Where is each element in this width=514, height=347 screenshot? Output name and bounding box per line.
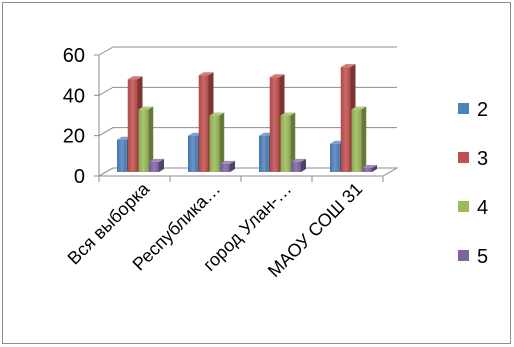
legend-swatch: [458, 201, 469, 212]
bar-5-2: [220, 160, 235, 172]
gridline: [98, 86, 397, 96]
y-tick-label: 0: [74, 166, 85, 188]
legend-label: 5: [477, 246, 488, 268]
legend-swatch: [458, 103, 469, 114]
gridline: [98, 127, 397, 137]
legend-label: 3: [477, 148, 488, 170]
legend-swatch: [458, 152, 469, 163]
legend-item-3: 3: [458, 148, 488, 170]
legend-label: 4: [477, 197, 488, 219]
legend-swatch: [458, 250, 469, 261]
y-tick-label: 40: [63, 85, 85, 107]
bar-5-3: [291, 158, 306, 172]
y-axis-ticks: 0 20 40 60: [63, 45, 85, 188]
bar-5-1: [149, 158, 164, 172]
y-tick-label: 60: [63, 45, 85, 67]
bar-4-4: [351, 106, 367, 172]
legend: 2 3 4 5: [458, 99, 488, 268]
gridline: [98, 46, 397, 56]
bar-5-4: [362, 164, 377, 172]
bars: [117, 64, 377, 172]
legend-item-4: 4: [458, 197, 488, 219]
gridlines: [94, 46, 397, 182]
chart-frame: 0 20 40 60 Вся выборка Республика… город Улан…: [2, 2, 511, 344]
bar-4-2: [209, 112, 225, 172]
y-tick-label: 20: [63, 126, 85, 148]
legend-item-5: 5: [458, 246, 488, 268]
bar-4-3: [280, 112, 296, 172]
bar-4-1: [138, 106, 154, 172]
legend-item-2: 2: [458, 99, 488, 121]
legend-label: 2: [477, 99, 488, 121]
